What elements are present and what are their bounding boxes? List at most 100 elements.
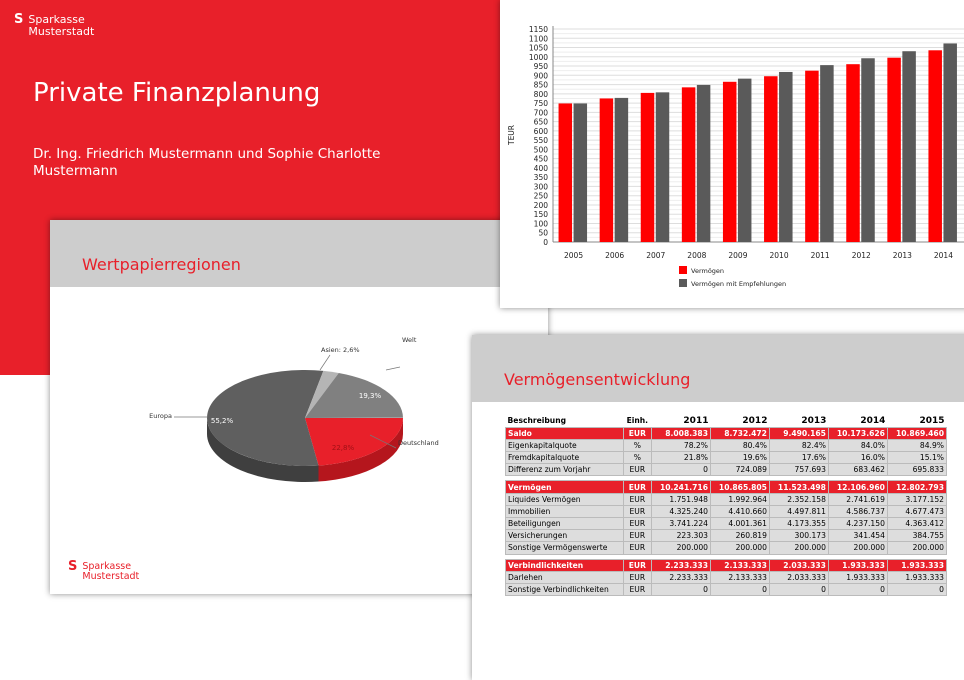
x-tick-label: 2006: [605, 251, 624, 260]
brand-line1: Sparkasse: [28, 13, 85, 26]
table-cell: 0: [651, 582, 711, 597]
bar-vermoegen: [805, 70, 819, 242]
y-tick-label: 50: [538, 229, 548, 238]
table-cell: 1.933.333: [886, 558, 948, 572]
table-cell: Eigenkapitalquote: [505, 438, 624, 453]
table-cell: 1.751.948: [651, 492, 711, 506]
y-tick-label: 350: [534, 173, 549, 182]
bar-vermoegen: [681, 87, 696, 242]
table-cell: 1.933.333: [886, 570, 948, 584]
table-cell: Beteiligungen: [505, 516, 624, 531]
table-cell: 10.173.626: [827, 426, 888, 440]
pie-slice-europa: [206, 370, 324, 466]
table-cell: 80.4%: [709, 438, 770, 453]
leader-line: [319, 354, 331, 371]
table-cell: EUR: [622, 558, 653, 572]
y-tick-label: 1100: [529, 34, 548, 43]
bar-vermoegen-empfehlungen: [779, 71, 793, 243]
table-cell: 4.497.811: [768, 504, 829, 519]
table-cell: 1.992.964: [709, 492, 770, 506]
bar-chart-slide: 0 50 100 150 200 250 300 350 400 450 500 550 600 650 7…: [500, 0, 964, 308]
table-slide-title: Vermögensentwicklung: [504, 370, 691, 389]
y-tick-label: 950: [534, 62, 549, 71]
y-tick-label: 200: [534, 201, 549, 210]
table-cell: 10.869.460: [886, 426, 948, 440]
pie-label-asien: Asien: 2,6%: [321, 346, 360, 354]
table-cell: 9.490.165: [768, 426, 829, 440]
table-cell: 11.523.498: [768, 480, 829, 494]
table-cell: EUR: [622, 492, 653, 506]
y-tick-label: 850: [534, 81, 549, 90]
y-tick-label: 900: [534, 71, 549, 80]
group-spacer: [505, 475, 947, 481]
table-cell: EUR: [622, 504, 653, 519]
y-tick-label: 0: [543, 238, 548, 247]
table-cell: Vermögen: [505, 480, 624, 494]
table-cell: %: [622, 451, 653, 465]
table-cell: 8.732.472: [709, 426, 770, 440]
table-cell: 8.008.383: [651, 426, 711, 440]
pie-chart: Deutschland 22,8% Europa 55,2% Asien: 2,6% We…: [149, 336, 439, 482]
wealth-table: Beschreibung Einh. 2011 2012 2013 2014 2015 Sal…: [505, 415, 948, 597]
y-tick-label: 300: [534, 182, 549, 191]
table-cell: 2.133.333: [709, 558, 770, 572]
table-cell: EUR: [622, 582, 653, 597]
table-cell: 200.000: [651, 541, 711, 555]
table-cell: 683.462: [827, 463, 888, 477]
table-cell: 200.000: [768, 541, 829, 555]
brand-line1: Sparkasse: [82, 561, 132, 572]
table-row: Beteiligungen EUR 3.741.224 4.001.361 4.173.…: [505, 516, 948, 531]
brand-line2: Musterstadt: [28, 25, 95, 38]
legend-label: Vermögen mit Empfehlungen: [691, 280, 786, 288]
table-row: Fremdkapitalquote% 21.8% 19.6% 17.6% 16.0% 15…: [505, 451, 948, 465]
table-cell: 200.000: [709, 541, 770, 555]
table-cell: Differenz zum Vorjahr: [505, 463, 624, 477]
legend-label: Vermögen: [691, 267, 724, 275]
y-tick-label: 700: [534, 108, 549, 117]
table-cell: 223.303: [651, 529, 711, 543]
pie-slice-deutschland: [305, 418, 403, 466]
presentation-subtitle: Dr. Ing. Friedrich Mustermann und Sophie…: [33, 146, 381, 179]
table-cell: 10.865.805: [709, 480, 770, 494]
y-tick-label: 800: [534, 90, 549, 99]
table-row: Versicherungen EUR 223.303 260.819 300.173 34…: [505, 529, 948, 543]
group-spacer: [505, 554, 947, 560]
leader-line: [385, 366, 401, 371]
leader-line: [369, 434, 397, 449]
bar-vermoegen-empfehlungen: [820, 65, 834, 242]
column-header: 2014: [860, 415, 886, 426]
y-tick-label: 1050: [529, 44, 548, 53]
x-tick-label: 2012: [852, 251, 871, 260]
bar-vermoegen: [558, 103, 573, 242]
column-header: 2013: [801, 415, 827, 426]
pie-side-europa: [207, 418, 319, 482]
presentation-title: Private Finanzplanung: [33, 78, 321, 108]
x-tick-label: 2008: [687, 251, 706, 260]
table-cell: 21.8%: [651, 451, 711, 465]
x-tick-label: 2009: [728, 251, 747, 260]
brand-line2: Musterstadt: [82, 571, 140, 582]
column-header: 2012: [742, 415, 768, 426]
bar-vermoegen: [928, 50, 942, 242]
pie-slide-title: Wertpapierregionen: [82, 255, 241, 274]
y-tick-label: 750: [534, 99, 549, 108]
table-cell: 84.9%: [886, 438, 948, 453]
table-cell: Saldo: [505, 426, 624, 440]
table-summary-row: Saldo EUR 8.008.383 8.732.472 9.490.165 10.17…: [505, 426, 948, 440]
table-cell: 4.363.412: [886, 516, 948, 531]
slide-header: [472, 335, 964, 402]
table-cell: EUR: [622, 463, 653, 477]
bar-vermoegen-empfehlungen: [861, 58, 875, 243]
bar-vermoegen: [887, 57, 901, 242]
table-cell: EUR: [622, 570, 653, 584]
table-cell: 2.033.333: [768, 558, 829, 572]
column-header: 2011: [683, 415, 709, 426]
table-row: Liquides Vermögen EUR 1.751.948 1.992.964 2.…: [505, 492, 948, 506]
table-cell: 200.000: [827, 541, 888, 555]
table-cell: 19.6%: [709, 451, 770, 465]
y-tick-label: 1000: [529, 53, 548, 62]
bar-vermoegen: [599, 98, 614, 243]
table-cell: 2.352.158: [768, 492, 829, 506]
bar-vermoegen-empfehlungen: [655, 92, 670, 242]
bar-vermoegen: [640, 92, 655, 243]
